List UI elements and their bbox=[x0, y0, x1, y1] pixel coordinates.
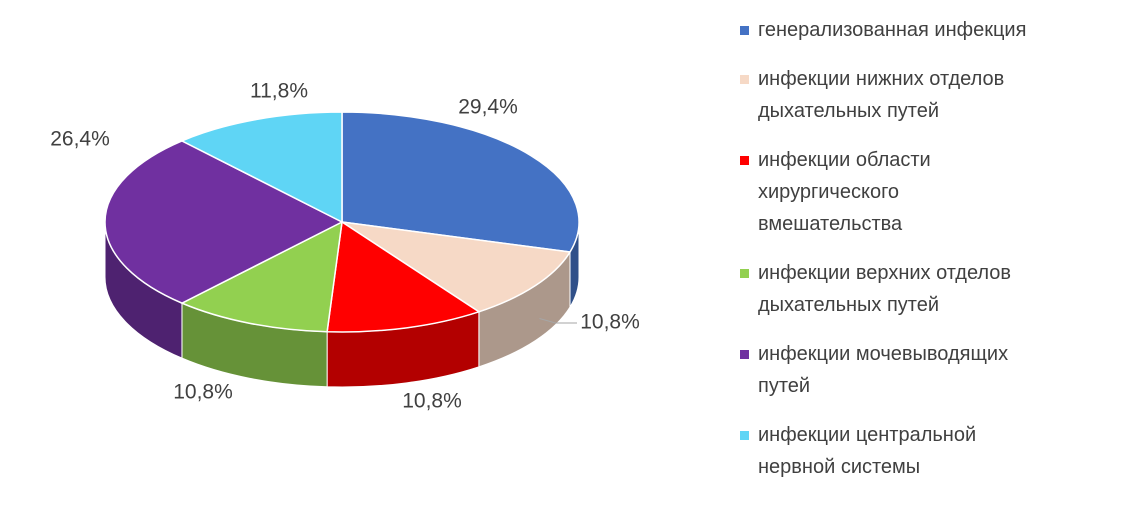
legend-swatch bbox=[740, 350, 749, 359]
legend-swatch bbox=[740, 156, 749, 165]
legend-label: инфекции области хирургического вмешател… bbox=[758, 149, 931, 235]
slice bbox=[341, 221, 572, 313]
legend-item: генерализованная инфекция bbox=[740, 14, 1110, 46]
legend-label: инфекции мочевыводящих путей bbox=[758, 343, 1009, 397]
legend-swatch bbox=[740, 75, 749, 84]
legend-item: инфекции верхних отделов дыхательных пут… bbox=[740, 257, 1110, 321]
slice bbox=[104, 140, 344, 304]
legend-swatch bbox=[740, 26, 749, 35]
leader-line bbox=[539, 318, 577, 324]
data-label: 29,4% bbox=[458, 96, 518, 119]
chart: 29,4% 10,8% 10,8% 10,8% 26,4% 11,8% bbox=[50, 80, 640, 413]
legend-label: генерализованная инфекция bbox=[758, 19, 1027, 41]
slice bbox=[326, 220, 481, 333]
legend-swatch bbox=[740, 269, 749, 278]
legend-item: инфекции мочевыводящих путей bbox=[740, 338, 1110, 402]
legend-item: инфекции области хирургического вмешател… bbox=[740, 144, 1110, 240]
data-label: 26,4% bbox=[50, 128, 110, 151]
slice bbox=[180, 220, 343, 333]
legend-swatch bbox=[740, 431, 749, 440]
legend-label: инфекции центральной нервной системы bbox=[758, 424, 977, 478]
legend-item: инфекции центральной нервной системы bbox=[740, 419, 1110, 483]
legend-label: инфекции верхних отделов дыхательных пут… bbox=[758, 262, 1012, 316]
legend-item: инфекции нижних отделов дыхательных путе… bbox=[740, 63, 1110, 127]
data-label: 11,8% bbox=[250, 80, 308, 103]
slice bbox=[180, 111, 343, 224]
legend: генерализованная инфекция инфекции нижних… bbox=[740, 14, 1110, 500]
data-label: 10,8% bbox=[402, 390, 462, 413]
data-label: 10,8% bbox=[173, 381, 233, 404]
slice bbox=[341, 111, 580, 253]
legend-label: инфекции нижних отделов дыхательных путе… bbox=[758, 68, 1005, 122]
data-label: 10,8% bbox=[580, 311, 640, 334]
